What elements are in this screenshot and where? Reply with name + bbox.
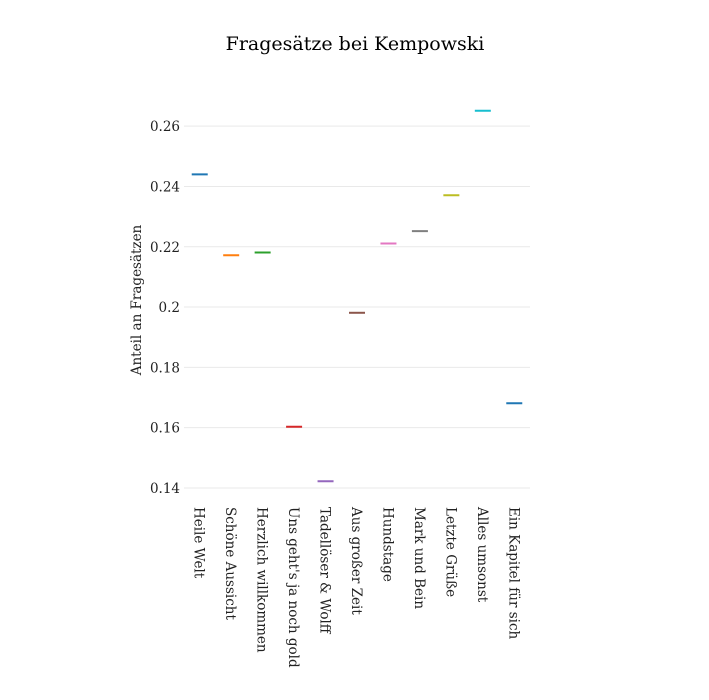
y-tick-label: 0.24 [150, 179, 180, 195]
gridlines [184, 125, 530, 489]
x-tick-label: Letzte Grüße [442, 507, 458, 597]
x-tick-label: Mark und Bein [411, 507, 427, 609]
x-tick-label: Tadellöser & Wolff [317, 507, 333, 635]
y-tick-label: 0.14 [150, 481, 180, 497]
x-tick-label: Schöne Aussicht [222, 507, 238, 620]
y-axis-ticks: 0.14 0.16 0.18 0.2 0.22 0.24 0.26 [150, 119, 180, 497]
x-tick-label: Ein Kapitel für sich [505, 507, 521, 640]
y-tick-label: 0.22 [150, 240, 180, 256]
x-tick-label: Herzlich willkommen [254, 507, 270, 653]
x-tick-label: Uns geht's ja noch gold [285, 507, 301, 668]
chart-title: Fragesätze bei Kempowski [226, 33, 485, 55]
y-tick-label: 0.2 [159, 300, 180, 316]
y-tick-label: 0.26 [150, 119, 180, 135]
x-tick-label: Aus großer Zeit [348, 506, 364, 615]
y-axis-label: Anteil an Fragesätzen [129, 224, 145, 376]
y-tick-label: 0.18 [150, 360, 180, 376]
x-tick-label: Hundstage [379, 507, 395, 582]
x-tick-label: Heile Welt [191, 507, 207, 579]
x-tick-label: Alles umsonst [474, 506, 490, 603]
data-marks [191, 109, 523, 483]
x-axis-ticks: Heile Welt Schöne Aussicht Herzlich willko… [191, 506, 522, 668]
y-tick-label: 0.16 [150, 421, 180, 437]
